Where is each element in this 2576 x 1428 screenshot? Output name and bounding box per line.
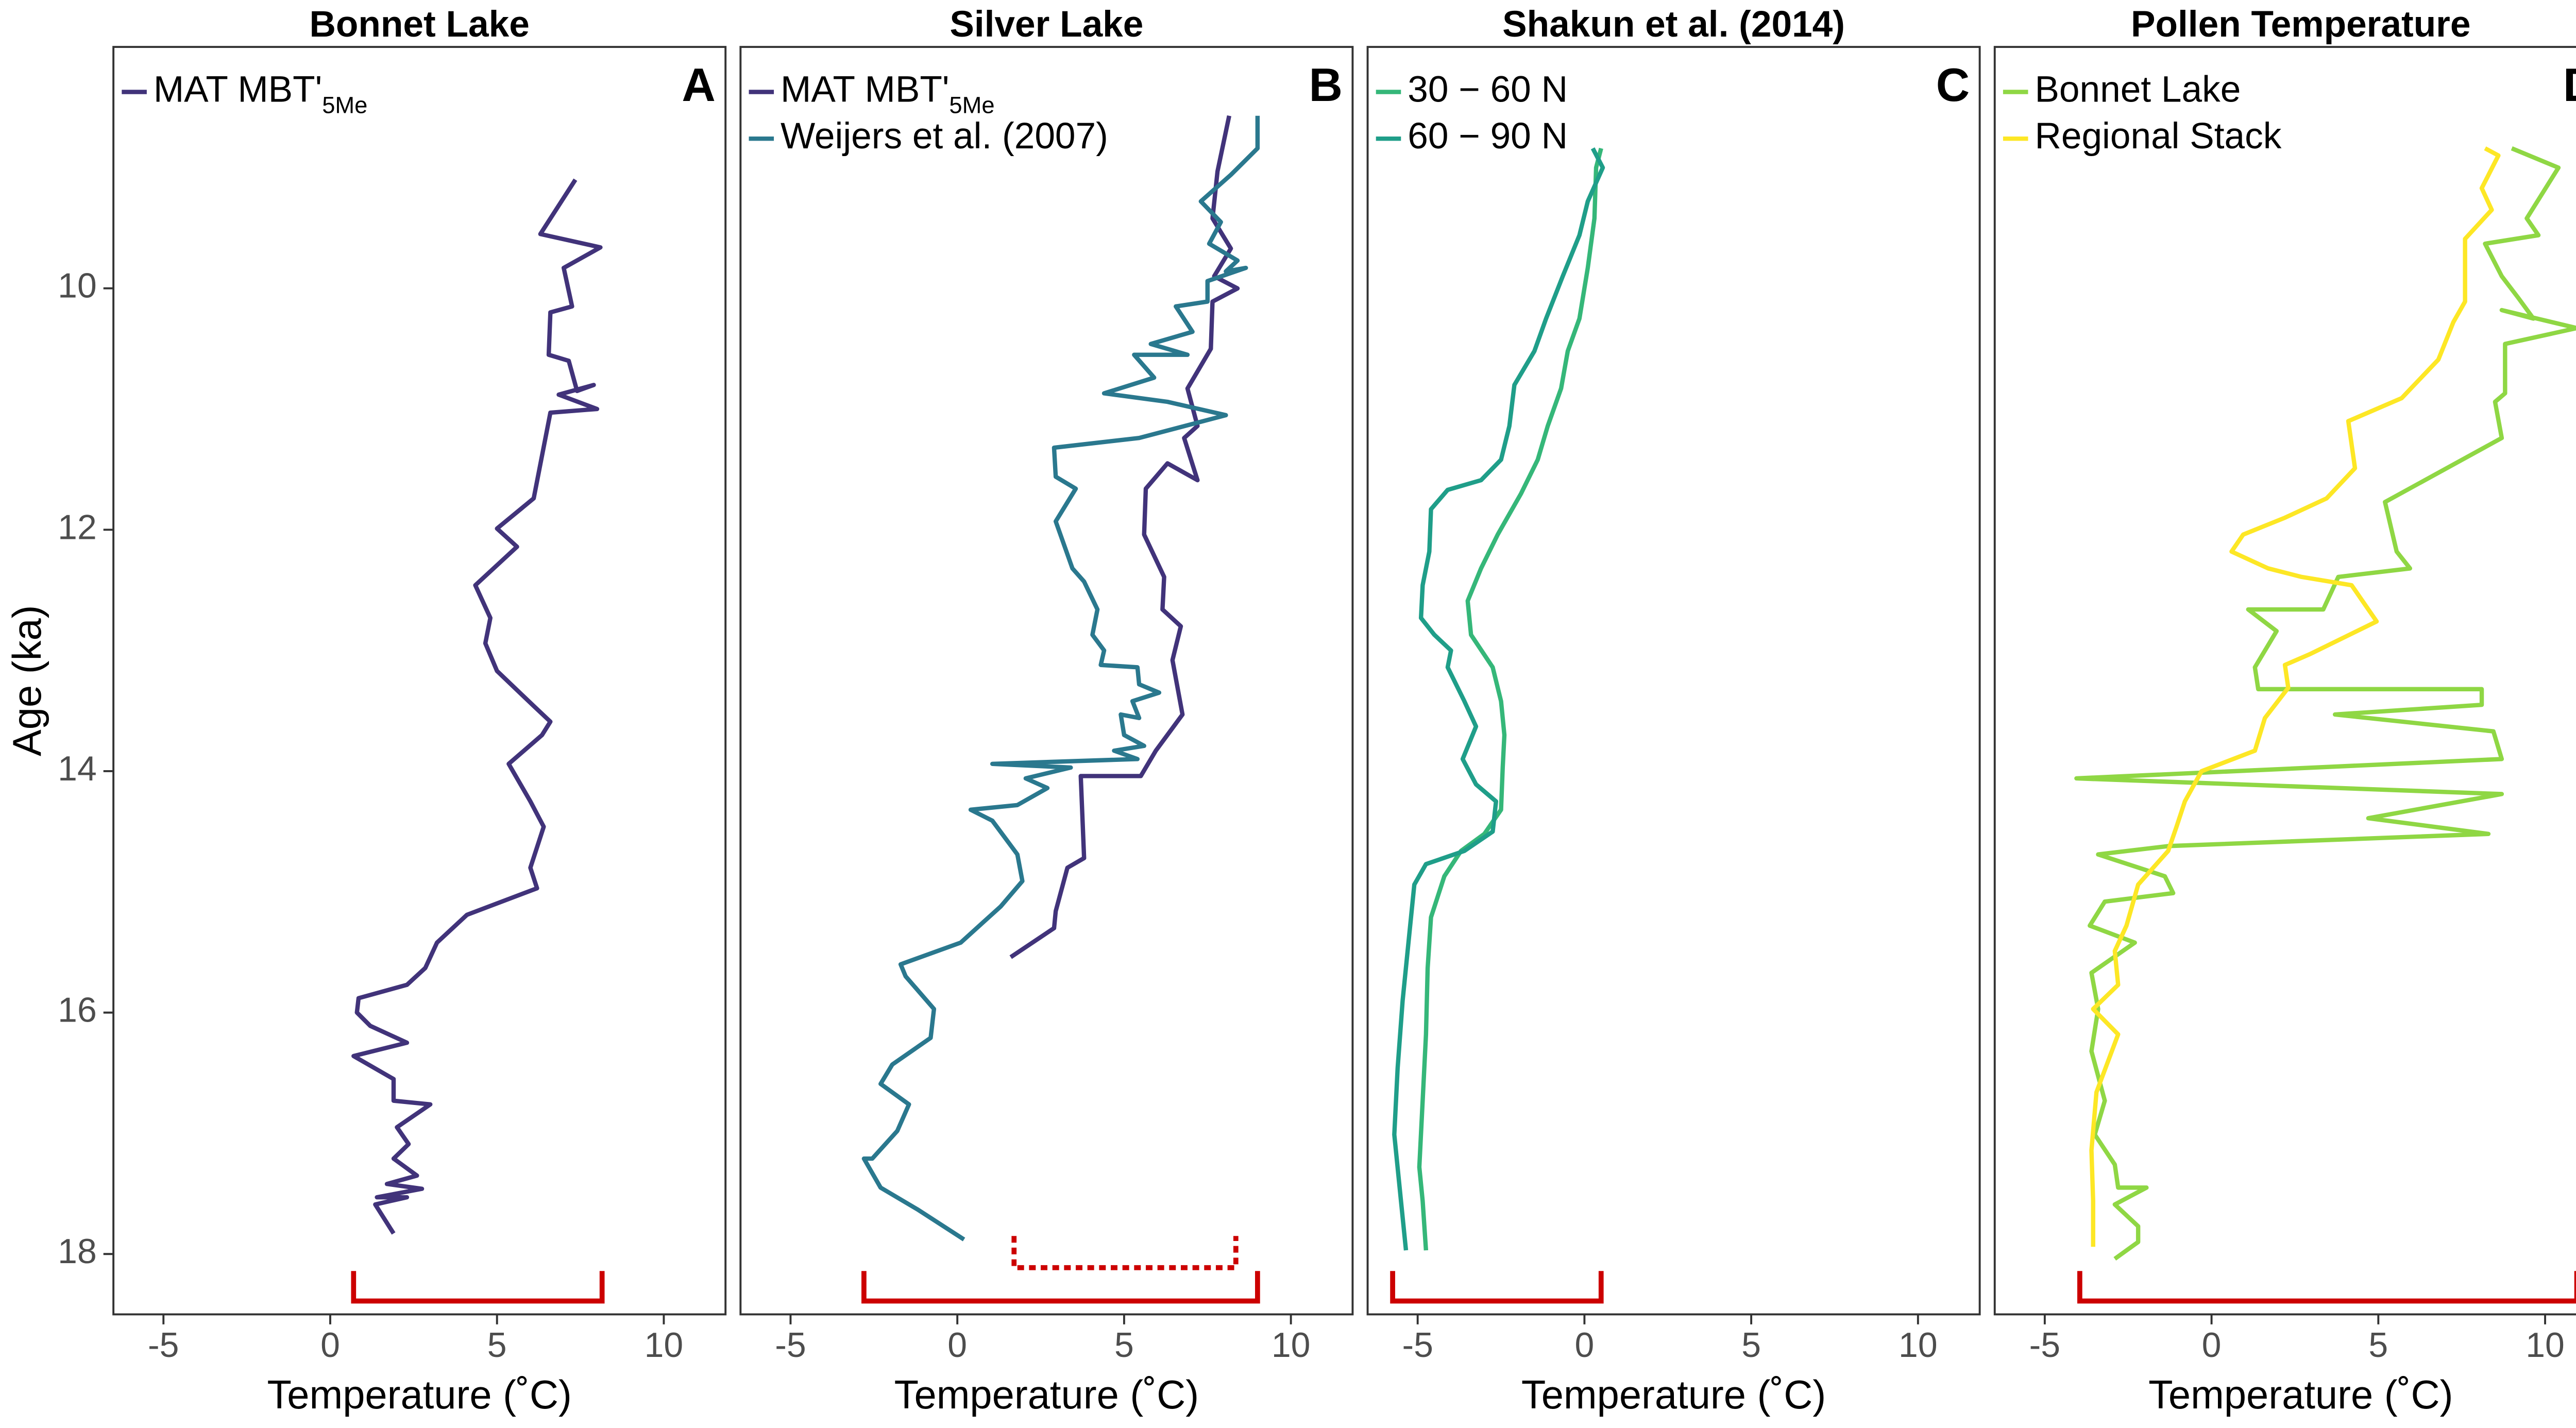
y-tick-label: 12 [58, 507, 97, 547]
legend-name: MAT MBT' [154, 69, 322, 110]
series-line [2089, 146, 2501, 1247]
legend-label: MAT MBT'5Me [781, 69, 995, 118]
x-tick-label: 5 [1114, 1325, 1134, 1365]
x-tick-label: -5 [148, 1325, 179, 1365]
series-line [351, 178, 603, 1235]
panel-title: Silver Lake [950, 4, 1143, 45]
x-tick-label: 0 [1574, 1325, 1594, 1365]
panel-frame [1366, 46, 1981, 1316]
legend-label: Weijers et al. (2007) [781, 116, 1108, 157]
series-line [861, 115, 1260, 1242]
x-tick-label: 5 [1741, 1325, 1761, 1365]
series-line [1392, 147, 1605, 1251]
legend-name: Regional Stack [2035, 116, 2281, 157]
panel-letter: D [2563, 59, 2576, 111]
y-tick-label: 14 [58, 749, 97, 788]
x-tick-label: -5 [2029, 1325, 2060, 1365]
range-bracket [1011, 1236, 1239, 1270]
panel-letter: B [1309, 59, 1343, 111]
legend-name: 30 − 60 N [1408, 69, 1568, 110]
legend-label: MAT MBT'5Me [154, 69, 368, 118]
x-axis-label: Temperature (˚C) [1521, 1373, 1826, 1417]
legend-name: MAT MBT' [781, 69, 949, 110]
x-tick-label: 0 [947, 1325, 967, 1365]
panel-title: Bonnet Lake [310, 4, 530, 45]
x-tick-label: 5 [2368, 1325, 2388, 1365]
legend-label: 60 − 90 N [1408, 116, 1568, 157]
y-tick-label: 10 [58, 266, 97, 305]
x-tick-label: -5 [775, 1325, 806, 1365]
legend-name: Bonnet Lake [2035, 69, 2241, 110]
range-bracket [1390, 1271, 1604, 1304]
x-axis-label: Temperature (˚C) [894, 1373, 1199, 1417]
range-bracket [861, 1271, 1260, 1304]
panel-title: Pollen Temperature [2131, 4, 2470, 45]
panel-letter: C [1936, 59, 1970, 111]
x-tick-label: 10 [1899, 1325, 1938, 1365]
x-tick-label: 0 [320, 1325, 340, 1365]
x-axis-label: Temperature (˚C) [267, 1373, 571, 1417]
legend-label: Regional Stack [2035, 116, 2281, 157]
series-line [1009, 115, 1240, 959]
x-tick-label: 10 [1272, 1325, 1311, 1365]
y-tick-label: 16 [58, 991, 97, 1030]
x-tick-label: -5 [1402, 1325, 1433, 1365]
legend-name: Weijers et al. (2007) [781, 116, 1108, 157]
panel-frame [112, 46, 727, 1316]
x-tick-label: 5 [487, 1325, 507, 1365]
panel-frame [739, 46, 1354, 1316]
legend-subscript: 5Me [949, 92, 994, 118]
legend-label: 30 − 60 N [1408, 69, 1568, 110]
x-tick-label: 0 [2202, 1325, 2222, 1365]
range-bracket [351, 1271, 605, 1304]
panel-title: Shakun et al. (2014) [1502, 4, 1845, 45]
y-tick-label: 18 [58, 1232, 97, 1271]
panel-letter: A [682, 59, 715, 111]
series-line [1417, 147, 1603, 1251]
range-bracket [2077, 1271, 2576, 1304]
legend-label: Bonnet Lake [2035, 69, 2241, 110]
legend-name: 60 − 90 N [1408, 116, 1568, 157]
legend-subscript: 5Me [322, 92, 367, 118]
x-tick-label: 10 [645, 1325, 684, 1365]
y-axis-label: Age (ka) [5, 605, 49, 756]
x-tick-label: 10 [2526, 1325, 2565, 1365]
x-axis-label: Temperature (˚C) [2148, 1373, 2453, 1417]
